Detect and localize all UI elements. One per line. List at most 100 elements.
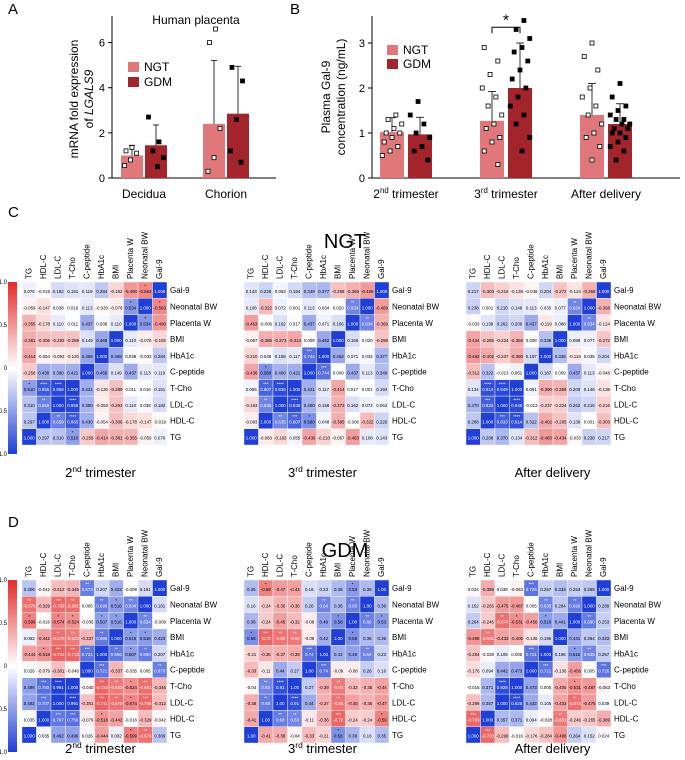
heatmap-cell-value: 0.580 [260,371,272,376]
heatmap-cell-stars: *** [56,647,62,652]
heatmap-cell-stars: * [159,300,161,305]
heatmap-row-label: Neonatal BW [614,302,662,311]
heatmap-cell-value: 0.322 [526,419,538,424]
data-point-b [387,148,393,154]
heatmap-col-label: C-peptide [304,244,313,279]
data-point-a [123,148,129,154]
data-point-b [617,130,623,136]
data-point-b [587,85,593,91]
heatmap-cell-value: 0.113 [140,371,151,376]
heatmap-cell-value: 0.49 [348,652,357,657]
heatmap-cell-value: 1.000 [584,603,596,608]
heatmap-cell-value: -0.37 [275,652,286,657]
heatmap-col-label: HDL-C [483,552,492,577]
heatmap-cell-value: -0.21 [246,652,257,657]
heatmap-cell-value: 0.048 [260,354,272,359]
heatmap-cell-value: -0.210 [318,436,331,441]
heatmap-cell-stars: **** [277,381,284,386]
heatmap-cell-value: 0.038 [125,354,137,359]
heatmap-cell-value: 1.000 [140,305,152,310]
heatmap-cell-stars: * [337,614,339,619]
heatmap-cell-value: -0.37 [319,701,330,706]
heatmap-cell-value: -0.329 [139,717,152,722]
heatmap-cell-stars: ** [573,300,577,305]
heatmap-cell-value: 0.009 [304,338,316,343]
data-point-b [527,135,533,140]
heatmap-cell-value: 0.262 [569,403,581,408]
heatmap-cell-value: -0.631 [554,717,567,722]
heatmap-cell-value: 0.038 [140,403,152,408]
heatmap-cell-stars: **** [513,398,520,403]
heatmap-cell-value: -0.487 [511,603,524,608]
data-point-b [595,67,601,73]
data-point-b [609,94,615,100]
heatmap-row-label: BMI [614,633,628,642]
heatmap-cell-stars: *** [56,598,62,603]
heatmap-cell-stars: ** [85,582,89,587]
heatmap-cell-value: -0.368 [583,289,596,294]
heatmap-cell-stars: ** [158,663,162,668]
heatmap-cell-value: 0.024 [468,587,480,592]
heatmap-cell-value: 0.149 [82,338,94,343]
heatmap-row-label: LDL-C [392,400,415,409]
data-point-a [234,116,239,122]
heatmap-cell-value: -0.41 [261,734,272,739]
heatmap-cell-value: -0.079 [81,717,94,722]
heatmap-cell-stars: *** [99,696,105,701]
data-point-b [623,135,629,140]
heatmap-cell-value: 0.635 [275,419,287,424]
heatmap-row-label: HbA1c [614,649,638,658]
colorbar-tick-label: 0.5 [0,409,8,415]
y-tick-label-a: 2 [99,128,105,140]
heatmap-cell-value: -0.368 [598,305,611,310]
heatmap-cell-value: 0.024 [598,734,610,739]
heatmap-cell-stars: *** [41,696,47,701]
heatmap-cell-value: 0.146 [511,305,523,310]
heatmap-cell-value: -0.356 [511,338,524,343]
heatmap-cell-value: 0.088 [555,322,567,327]
heatmap-cell-value: -0.288 [376,338,389,343]
heatmap-cell-value: -0.006 [260,322,273,327]
heatmap-cell-stars: **** [55,679,62,684]
heatmap-cell-value: 0.634 [140,620,152,625]
data-point-b [623,103,629,109]
heatmap-cell-value: 0.371 [482,685,494,690]
heatmap-cell-stars: * [43,647,45,652]
heatmap-cell-stars: * [574,647,576,652]
data-point-a [238,159,244,165]
data-point-b [523,85,529,91]
heatmap-cell-value: 0.16 [247,603,256,608]
heatmap-cell-value: 0.226 [260,289,272,294]
data-point-b [607,144,613,149]
heatmap-cell-stars: **** [484,381,491,386]
heatmap-cell-value: 1.000 [526,371,538,376]
heatmap-cell-value: 0.400 [304,403,316,408]
data-point-b [591,130,597,136]
heatmap-cell-stars: ** [264,696,268,701]
heatmap-cell-value: -0.04 [290,734,301,739]
heatmap-cell-value: 0.333 [598,636,610,641]
legend-label-b: GDM [403,57,431,71]
colorbar [8,282,17,454]
heatmap-cell-value: -0.705 [52,603,65,608]
heatmap-cell-value: -0.444 [96,734,109,739]
heatmap-cell-value: 1.000 [67,685,79,690]
data-point-b [513,27,519,32]
heatmap-cell-value: -0.623 [110,685,123,690]
heatmap-matrix-label: 3rd trimester [288,464,358,480]
heatmap-cell-value: 0.077 [555,305,567,310]
heatmap-cell-value: 1.000 [24,436,36,441]
heatmap-row-label: LDL-C [614,400,637,409]
heatmap-cell-value: -0.237 [496,354,509,359]
heatmap-cell-value: 1.000 [318,354,330,359]
data-point-b [407,112,413,118]
data-point-b [381,139,387,145]
heatmap-cell-value: 0.473 [526,685,538,690]
heatmap-cell-value: 0.958 [67,403,79,408]
heatmap-cell-value: 0.64 [363,652,372,657]
heatmap-cell-value: 0.510 [67,436,79,441]
heatmap-row-label: LDL-C [614,698,637,707]
heatmap-cell-value: 0.034 [318,305,330,310]
heatmap-cell-value: -0.355 [23,322,36,327]
heatmap-cell-value: 0.91 [276,685,285,690]
